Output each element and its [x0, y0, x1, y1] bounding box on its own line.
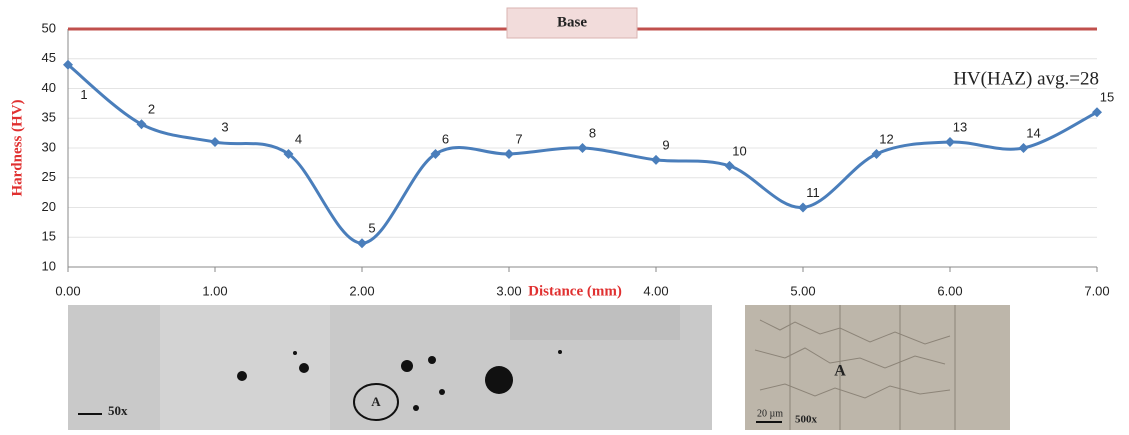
magnification: 50x — [108, 403, 128, 418]
point-label: 3 — [221, 119, 228, 134]
micrograph-left: A 50x — [68, 305, 712, 430]
point — [725, 161, 735, 171]
y-tick-label: 45 — [42, 50, 56, 65]
pore — [401, 360, 413, 372]
y-axis-label: Hardness (HV) — [9, 99, 25, 196]
y-tick-label: 10 — [42, 258, 56, 273]
point-label: 11 — [806, 185, 820, 200]
point-label: 2 — [148, 102, 155, 117]
x-tick-label: 1.00 — [202, 283, 227, 298]
point — [357, 238, 367, 248]
point-label: 5 — [368, 221, 375, 236]
y-tick-label: 50 — [42, 20, 56, 35]
point-label: 4 — [295, 131, 302, 146]
x-tick-label: 2.00 — [349, 283, 374, 298]
y-tick-label: 20 — [42, 199, 56, 214]
point-label: 6 — [442, 131, 449, 146]
pore — [293, 351, 297, 355]
point — [210, 137, 220, 147]
pore — [237, 371, 247, 381]
series-line — [68, 65, 1097, 244]
point-label: 7 — [515, 131, 522, 146]
pore — [439, 389, 445, 395]
point-label: 10 — [732, 143, 746, 158]
point-label: 12 — [879, 131, 893, 146]
x-tick-label: 0.00 — [55, 283, 80, 298]
y-tick-label: 40 — [42, 80, 56, 95]
point-label: 15 — [1100, 90, 1114, 105]
point-label: 14 — [1026, 125, 1040, 140]
micrograph-right: A 20 µm 500x — [745, 305, 1010, 430]
x-tick-label: 5.00 — [790, 283, 815, 298]
point — [578, 143, 588, 153]
point-label: 13 — [953, 119, 967, 134]
y-tick-label: 35 — [42, 110, 56, 125]
image — [745, 305, 1010, 430]
y-tick-label: 15 — [42, 229, 56, 244]
annotation: HV(HAZ) avg.=28 — [953, 68, 1099, 89]
x-tick-label: 6.00 — [937, 283, 962, 298]
pore — [558, 350, 562, 354]
chart: A 50x A 20 µm 500x Hardness (HV) 1015202… — [0, 0, 1129, 430]
pore — [299, 363, 309, 373]
point-label: 9 — [662, 137, 669, 152]
image-tile — [510, 305, 680, 340]
pore — [413, 405, 419, 411]
marker-label: A — [834, 363, 846, 380]
scale-label: 20 µm — [757, 408, 783, 419]
x-axis-label: Distance (mm) — [528, 283, 622, 299]
point-label: 8 — [589, 125, 596, 140]
point-label: 1 — [80, 87, 87, 102]
reference-label: Base — [557, 14, 587, 30]
point — [945, 137, 955, 147]
pore — [485, 366, 513, 394]
y-tick-label: 25 — [42, 169, 56, 184]
point — [504, 149, 514, 159]
x-tick-label: 7.00 — [1084, 283, 1109, 298]
magnification: 500x — [795, 414, 818, 426]
x-tick-label: 3.00 — [496, 283, 521, 298]
point — [1019, 143, 1029, 153]
pore — [428, 356, 436, 364]
x-tick-label: 4.00 — [643, 283, 668, 298]
point — [651, 155, 661, 165]
y-tick-label: 30 — [42, 139, 56, 154]
marker-label: A — [371, 394, 381, 409]
point — [798, 203, 808, 213]
point — [872, 149, 882, 159]
